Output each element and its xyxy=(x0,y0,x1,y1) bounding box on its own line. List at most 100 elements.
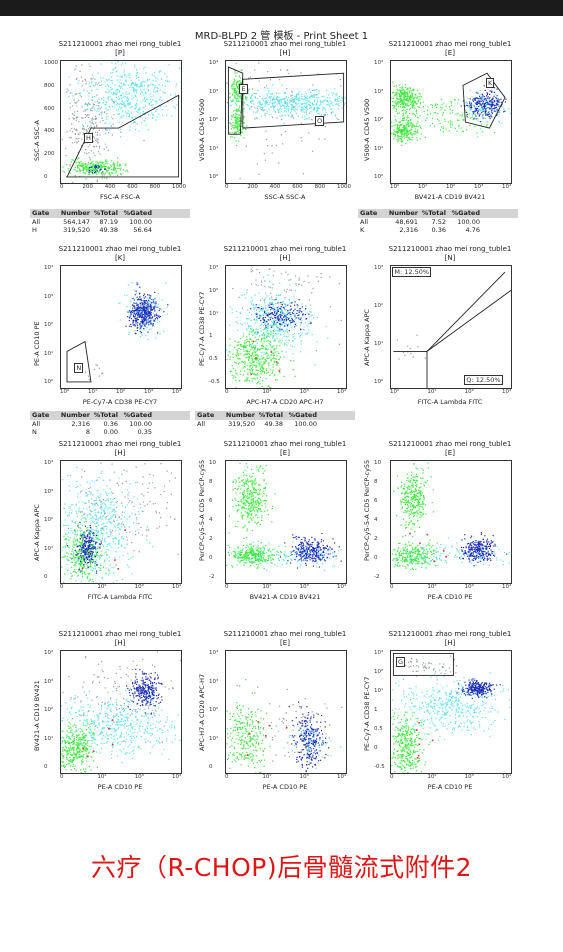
event-dot xyxy=(486,101,488,103)
event-dot xyxy=(84,79,86,81)
event-dot xyxy=(112,514,114,516)
event-dot xyxy=(84,172,86,174)
event-dot xyxy=(138,298,140,300)
event-dot xyxy=(498,99,500,101)
event-dot xyxy=(283,319,285,321)
y-tick-label: 10¹ xyxy=(209,310,219,317)
event-dot xyxy=(234,70,236,72)
event-dot xyxy=(266,314,268,317)
event-dot xyxy=(402,107,404,109)
event-dot xyxy=(267,335,269,337)
event-dot xyxy=(301,93,303,96)
event-dot xyxy=(226,102,229,104)
event-dot xyxy=(143,307,145,309)
event-dot xyxy=(104,172,106,174)
event-dot xyxy=(468,105,470,107)
event-dot xyxy=(266,331,268,333)
event-dot xyxy=(473,111,475,113)
event-dot xyxy=(482,97,484,99)
event-dot xyxy=(266,357,268,359)
event-dot xyxy=(264,159,266,161)
event-dot xyxy=(484,110,486,112)
event-dot xyxy=(94,167,97,169)
event-dot xyxy=(138,316,141,318)
event-dot xyxy=(121,103,123,105)
event-dot xyxy=(252,304,254,306)
event-dot xyxy=(88,163,90,165)
event-dot xyxy=(235,99,237,101)
event-dot xyxy=(483,96,485,98)
event-dot xyxy=(403,98,405,100)
event-dot xyxy=(405,92,407,94)
event-dot xyxy=(138,311,141,313)
event-dot xyxy=(100,80,102,82)
event-dot xyxy=(267,385,269,387)
y-tick-label: 10¹ xyxy=(44,350,54,357)
event-dot xyxy=(284,306,286,308)
event-dot xyxy=(135,104,137,106)
event-dot xyxy=(250,372,252,374)
event-dot xyxy=(294,106,296,108)
event-dot xyxy=(468,113,470,115)
event-dot xyxy=(244,340,246,342)
event-dot xyxy=(305,318,307,320)
event-dot xyxy=(261,315,263,317)
event-dot xyxy=(102,162,104,164)
event-dot xyxy=(486,93,489,95)
event-dot xyxy=(416,116,418,118)
event-dot xyxy=(85,109,87,111)
event-dot xyxy=(259,348,261,350)
event-dot xyxy=(268,362,270,364)
event-dot xyxy=(248,353,250,355)
event-dot xyxy=(476,103,478,105)
event-dot xyxy=(92,516,94,518)
event-dot xyxy=(147,306,149,308)
event-dot xyxy=(119,106,121,108)
event-dot xyxy=(278,352,280,354)
event-dot xyxy=(284,297,286,299)
event-dot xyxy=(416,89,418,91)
event-dot xyxy=(285,317,287,319)
event-dot xyxy=(102,510,105,512)
event-dot xyxy=(261,338,263,340)
event-dot xyxy=(96,528,98,530)
event-dot xyxy=(316,110,318,112)
event-dot xyxy=(240,125,243,127)
event-dot xyxy=(93,126,96,128)
event-dot xyxy=(118,167,120,169)
event-dot xyxy=(248,340,250,343)
event-dot xyxy=(68,513,70,515)
event-dot xyxy=(281,304,283,306)
event-dot xyxy=(392,101,394,103)
event-dot xyxy=(111,105,113,108)
event-dot xyxy=(101,507,103,509)
event-dot xyxy=(149,310,151,312)
event-dot xyxy=(276,96,278,98)
event-dot xyxy=(246,125,248,127)
event-dot xyxy=(451,124,453,126)
event-dot xyxy=(277,109,279,111)
event-dot xyxy=(256,315,258,317)
event-dot xyxy=(112,162,114,164)
event-dot xyxy=(91,120,93,122)
event-dot xyxy=(98,539,100,541)
event-dot xyxy=(478,114,480,116)
event-dot xyxy=(93,85,95,87)
panel-sample-title: S211210001 zhao mei rong_tuble1 xyxy=(388,245,512,253)
event-dot xyxy=(259,307,261,309)
event-dot xyxy=(273,309,275,311)
event-dot xyxy=(276,98,278,100)
event-dot xyxy=(142,320,144,322)
event-dot xyxy=(235,362,237,364)
event-dot xyxy=(246,99,248,101)
event-dot xyxy=(409,87,411,89)
event-dot xyxy=(117,108,120,111)
event-dot xyxy=(402,130,404,132)
event-dot xyxy=(403,133,405,135)
event-dot xyxy=(405,132,407,135)
event-dot xyxy=(469,104,471,106)
event-dot xyxy=(408,121,410,123)
event-dot xyxy=(316,111,318,113)
event-dot xyxy=(250,355,253,357)
event-dot xyxy=(91,117,94,119)
